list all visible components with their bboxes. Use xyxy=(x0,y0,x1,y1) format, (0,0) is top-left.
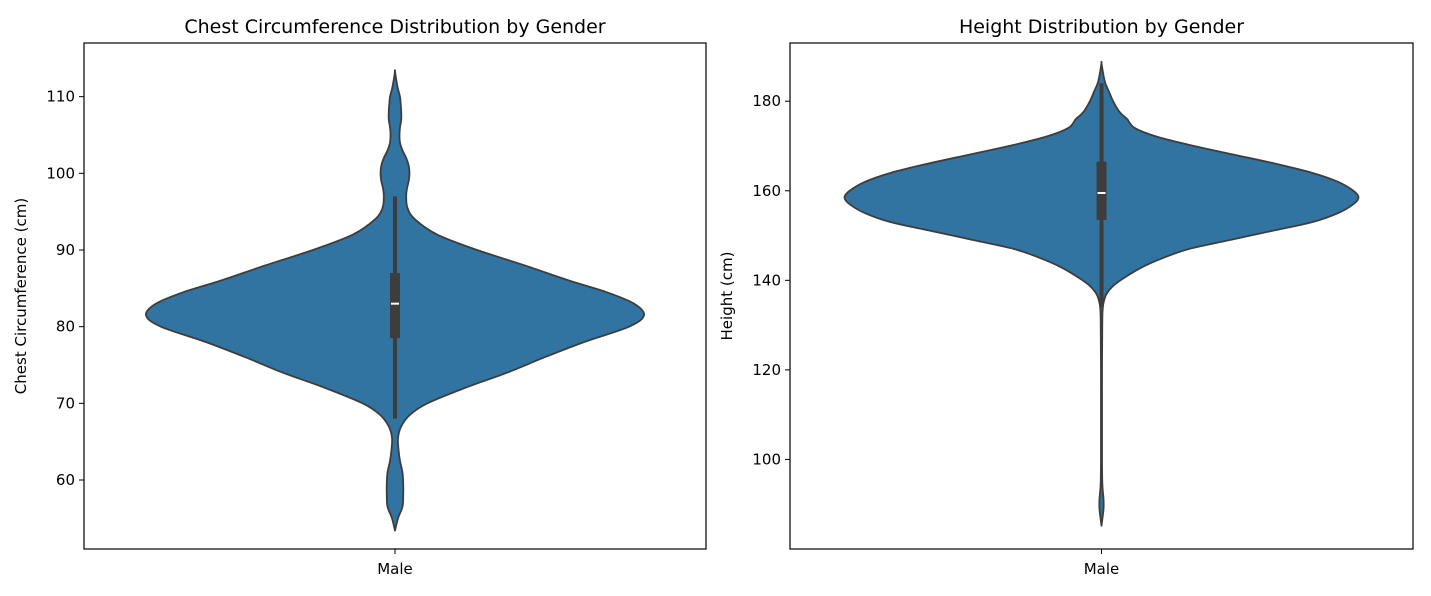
height-y-ticks: 100 120 140 160 180 xyxy=(752,92,790,468)
chest-x-ticks: Male xyxy=(377,549,413,578)
chest-chart-title: Chest Circumference Distribution by Gend… xyxy=(184,16,605,38)
height-violin-panel: Height Distribution by Gender Height (cm… xyxy=(718,16,1414,578)
height-plot-frame xyxy=(789,42,1414,550)
chest-plot-frame xyxy=(83,42,707,550)
height-violin-layer xyxy=(843,60,1360,527)
chest-y-tick-label-90: 90 xyxy=(56,241,75,259)
chest-violin-layer xyxy=(145,69,645,532)
height-chart-title: Height Distribution by Gender xyxy=(959,16,1244,38)
chest-iqr-box-male xyxy=(390,273,400,339)
height-x-tick-label-male: Male xyxy=(1084,560,1120,578)
chest-y-ticks: 60 70 80 90 100 110 xyxy=(46,88,84,489)
height-y-tick-label-120: 120 xyxy=(752,361,781,379)
height-y-tick-label-140: 140 xyxy=(752,271,781,289)
chest-y-tick-label-110: 110 xyxy=(46,88,75,106)
height-y-tick-label-160: 160 xyxy=(752,182,781,200)
height-x-ticks: Male xyxy=(1084,549,1120,578)
chest-y-tick-label-70: 70 xyxy=(56,394,75,412)
height-y-tick-label-100: 100 xyxy=(752,450,781,468)
chest-violin-panel: Chest Circumference Distribution by Gend… xyxy=(12,16,707,578)
chest-y-tick-label-60: 60 xyxy=(56,471,75,489)
chest-y-tick-label-80: 80 xyxy=(56,318,75,336)
height-iqr-box-male xyxy=(1096,161,1107,220)
chest-y-axis-label: Chest Circumference (cm) xyxy=(12,198,30,394)
chest-x-tick-label-male: Male xyxy=(377,560,413,578)
height-y-tick-label-180: 180 xyxy=(752,92,781,110)
chest-y-tick-label-100: 100 xyxy=(46,164,75,182)
height-y-axis-label: Height (cm) xyxy=(718,252,736,341)
